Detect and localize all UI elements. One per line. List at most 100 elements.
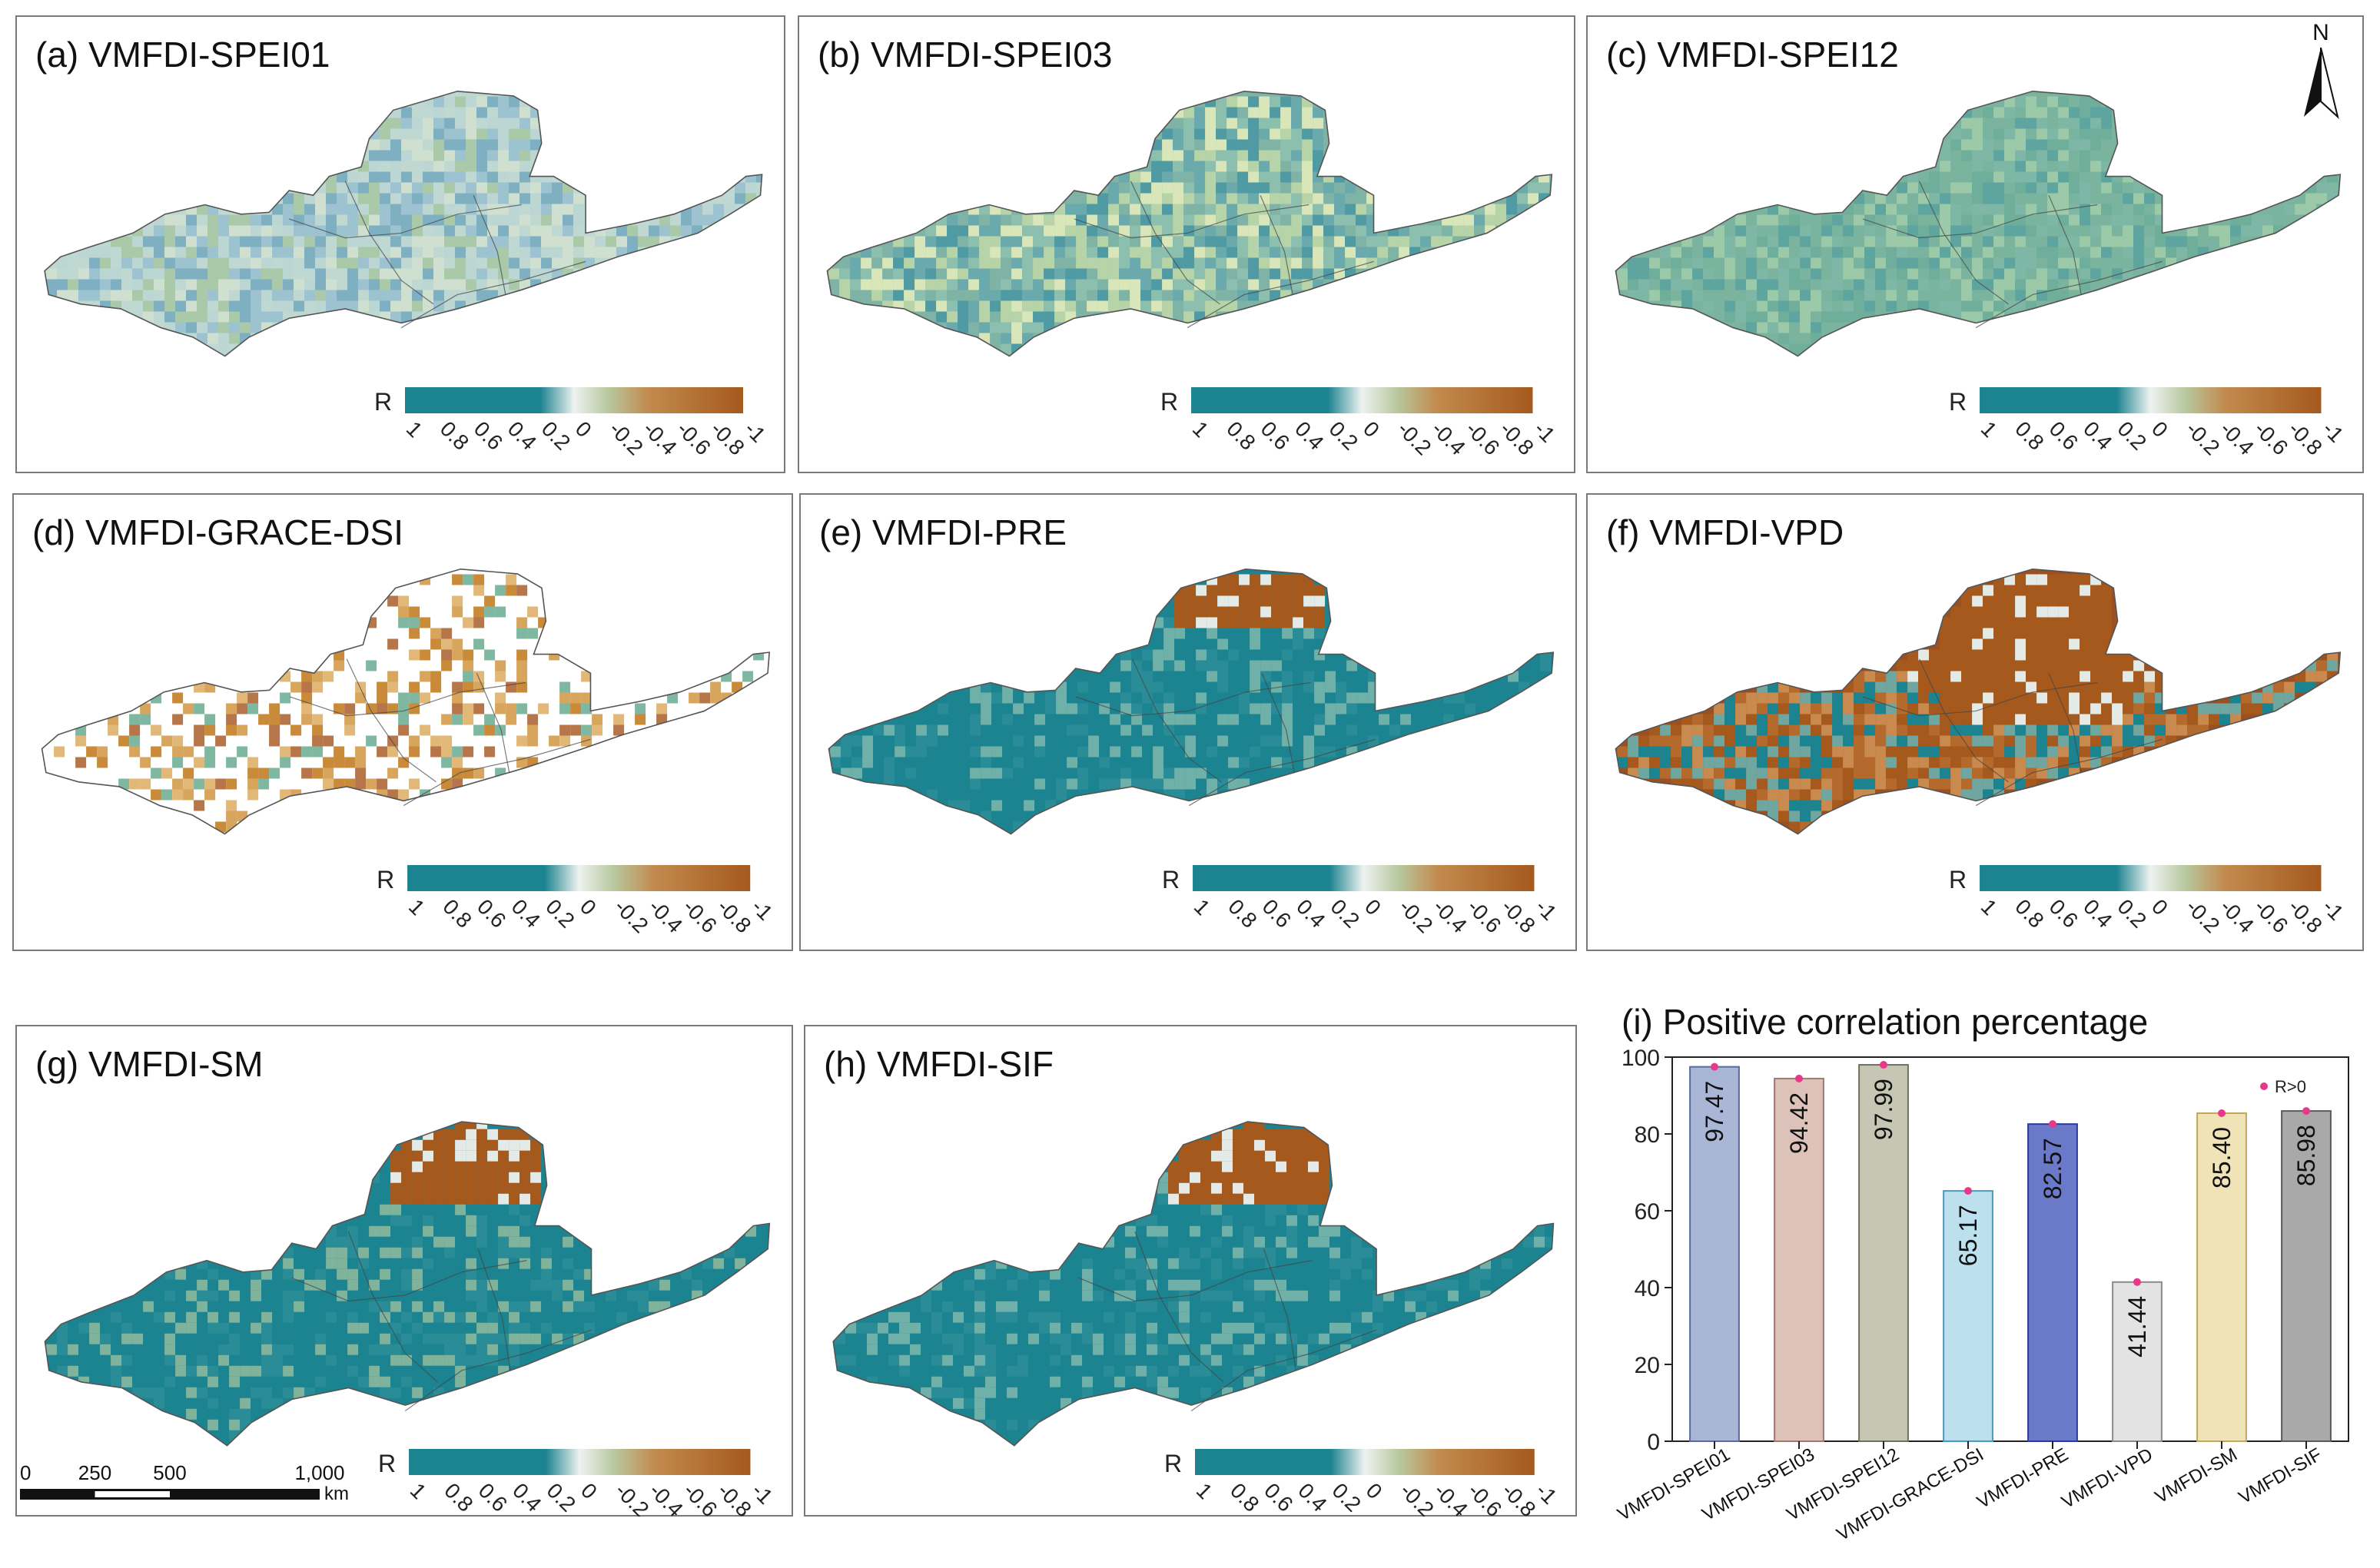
bar-value-label: 94.42	[1785, 1092, 1813, 1154]
colorbar-tick: 1	[1192, 1478, 1217, 1503]
y-tick-label: 0	[1647, 1430, 1660, 1455]
panel-d-title: (d) VMFDI-GRACE-DSI	[32, 512, 403, 552]
colorbar-tick: 0.8	[438, 894, 476, 932]
colorbar-tick: 0.2	[1325, 416, 1363, 454]
bar	[2112, 1281, 2163, 1442]
bar-value-label: 97.47	[1701, 1081, 1728, 1142]
colorbar-tick: -0.6	[1461, 416, 1504, 459]
colorbar-tick: 0.8	[440, 1478, 477, 1516]
colorbar-tick: -0.4	[644, 894, 687, 937]
legend-label: R>0	[2275, 1077, 2306, 1096]
colorbar-tick: -0.8	[2284, 894, 2327, 937]
colorbar-tick: -0.2	[605, 416, 648, 459]
map-fill	[1615, 569, 2341, 834]
panel-h-title: (h) VMFDI-SIF	[824, 1044, 1054, 1084]
colorbar-tick: 0.6	[1256, 416, 1294, 454]
colorbar-tick: 0.8	[1222, 416, 1260, 454]
bar-marker	[2302, 1107, 2310, 1116]
panel-b-title: (b) VMFDI-SPEI03	[818, 35, 1113, 75]
panel-f: (f) VMFDI-VPD R 1 0.8 0.6 0.4 0.2 0 -0.2 -0.4 -0.…	[1586, 493, 2364, 951]
y-tick-label: 80	[1635, 1122, 1660, 1148]
bar-chart: (i) Positive correlation percentage 0 20 4…	[1614, 1002, 2349, 1545]
map-fill	[54, 574, 765, 833]
y-tick-label: 20	[1635, 1353, 1660, 1378]
scale-label: 0	[20, 1461, 31, 1484]
bar-marker	[2218, 1109, 2226, 1117]
map-fill	[833, 1122, 1554, 1446]
legend-title: R	[374, 388, 392, 416]
panel-d: (d) VMFDI-GRACE-DSI R 1 0.8 0.6 0.4 0.2 0 -0.2-…	[12, 493, 793, 951]
colorbar-tick: 0	[1359, 416, 1384, 442]
legend-title: R	[1164, 1450, 1182, 1477]
y-tick-label: 100	[1622, 1046, 1660, 1071]
bar-value-label: 85.98	[2292, 1125, 2320, 1186]
bar-marker	[2133, 1278, 2141, 1286]
map-h: R1 0.80.60.40.20 -0.2-0.4-0.6-0.8-1	[832, 1121, 1562, 1521]
colorbar-tick: -0.8	[1495, 416, 1539, 459]
bar-marker	[1711, 1062, 1718, 1071]
colorbar-tick: -0.4	[639, 416, 682, 459]
panel-h: (h) VMFDI-SIF R 1 0.8 0.6 0.4 0.2 0 -0.2 -0.4 -0.…	[804, 1025, 1577, 1521]
colorbar-tick: -0.2	[610, 894, 653, 937]
map-d: R1 0.80.60.40.20 -0.2-0.4-0.6-0.8-1	[41, 568, 778, 937]
colorbar-tick: -0.4	[1429, 894, 1472, 937]
bar-value-label: 65.17	[1954, 1205, 1982, 1266]
colorbar	[1980, 865, 2322, 891]
colorbar	[407, 865, 751, 891]
colorbar-tick: -0.2	[1392, 416, 1436, 459]
legend-title: R	[377, 866, 394, 893]
legend-marker	[2260, 1082, 2268, 1090]
y-tick-label: 60	[1635, 1199, 1660, 1225]
colorbar-tick: 1	[1190, 894, 1215, 920]
north-label: N	[2312, 20, 2329, 45]
panel-c-title: (c) VMFDI-SPEI12	[1606, 35, 1899, 75]
map-g: R1 0.80.60.40.20 -0.2-0.4-0.6-0.8-10 250 500…	[20, 1121, 778, 1521]
colorbar	[1191, 387, 1533, 413]
bar-marker	[1964, 1187, 1972, 1195]
colorbar-tick: 0.4	[508, 1478, 546, 1516]
scale-unit: km	[324, 1483, 349, 1504]
colorbar-tick: 0.4	[2079, 894, 2116, 932]
colorbar-tick: 0	[2147, 416, 2173, 442]
colorbar-tick: -0.2	[1394, 894, 1437, 937]
legend-title: R	[1949, 866, 1967, 893]
colorbar-tick: 0.4	[1293, 1478, 1331, 1516]
colorbar-tick: 1	[1977, 894, 2002, 920]
map-c: R1 0.80.60.40.20 -0.2-0.4-0.6-0.8-1N	[1615, 20, 2348, 459]
colorbar-tick: 0	[1360, 894, 1386, 920]
colorbar-tick: -0.6	[1462, 894, 1505, 937]
colorbar-tick: 1	[1188, 416, 1213, 442]
colorbar-tick: -0.6	[2249, 894, 2292, 937]
colorbar-tick: 0.2	[2113, 416, 2151, 454]
colorbar	[1193, 865, 1535, 891]
colorbar-tick: -0.8	[2284, 416, 2327, 459]
colorbar-tick: 1	[406, 1478, 431, 1503]
colorbar-tick: 0.6	[2045, 416, 2083, 454]
colorbar-tick: 0.4	[503, 416, 541, 454]
bar-value-label: 97.99	[1870, 1079, 1897, 1140]
panel-g: (g) VMFDI-SM R 1 0.8 0.6 0.4 0.2 0 -0.2 -0.4 -0.6…	[15, 1025, 793, 1521]
legend-title: R	[1160, 388, 1178, 416]
x-tick-label: VMFDI-VPD	[2058, 1444, 2156, 1513]
panel-c: (c) VMFDI-SPEI12 R 1 0.8 0.6 0.4 0.2 0 -0.2 -0.4…	[1586, 15, 2364, 473]
colorbar-tick: 0.4	[1290, 416, 1328, 454]
colorbar-tick: 1	[402, 416, 427, 442]
bar-marker	[1880, 1061, 1887, 1069]
colorbar-tick: 0.4	[2079, 416, 2116, 454]
scale-label: 500	[153, 1461, 186, 1484]
colorbar-tick: 1	[1977, 416, 2002, 442]
colorbar-tick: 0.8	[436, 416, 473, 454]
bar-value-label: 41.44	[2123, 1296, 2151, 1357]
colorbar-tick: 0.4	[507, 894, 545, 932]
map-fill	[827, 91, 1552, 356]
x-tick-label: VMFDI-SM	[2152, 1444, 2241, 1508]
colorbar-tick: -0.6	[679, 894, 722, 937]
colorbar-tick: 0.2	[537, 416, 575, 454]
colorbar	[405, 387, 743, 413]
map-e: R1 0.80.60.40.20 -0.2-0.4-0.6-0.8-1	[828, 568, 1562, 937]
colorbar-tick: 0.6	[1260, 1478, 1297, 1516]
panel-a: (a) VMFDI-SPEI01 R 1 0.8 0.6 0.4 0.2 0 -0.2 -0.4…	[15, 15, 785, 473]
colorbar-tick: -0.4	[2216, 894, 2259, 937]
colorbar-tick: 0.2	[543, 1478, 580, 1516]
colorbar-tick: 0	[2147, 894, 2173, 920]
